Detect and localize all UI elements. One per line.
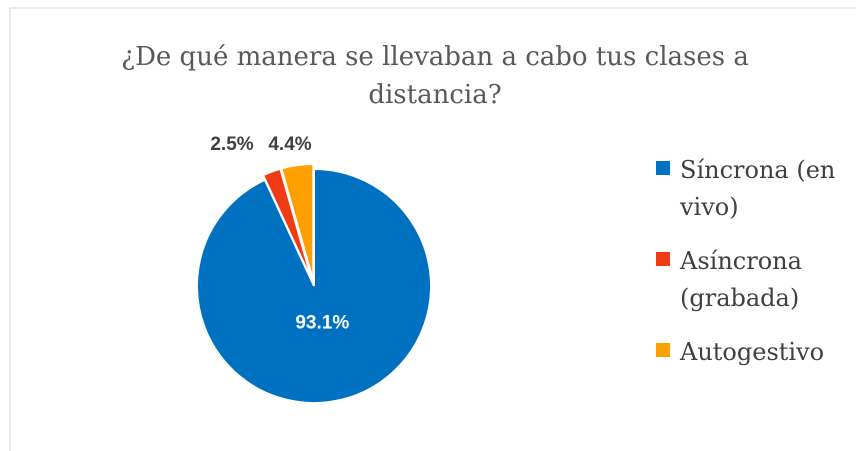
data-label: 2.5% xyxy=(210,134,253,155)
pie-slice xyxy=(261,167,314,282)
legend-swatch xyxy=(656,252,670,266)
legend-label: Autogestivo xyxy=(680,338,825,366)
legend-item: Síncrona (en vivo) xyxy=(656,152,846,226)
legend-swatch xyxy=(656,161,670,175)
pie-slice xyxy=(280,163,315,282)
legend: Síncrona (en vivo) Asíncrona (grabada) Aut… xyxy=(656,152,846,388)
legend-item: Asíncrona (grabada) xyxy=(656,243,846,317)
legend-item: Autogestivo xyxy=(656,334,846,371)
pie-slice xyxy=(196,167,432,404)
legend-swatch xyxy=(656,343,670,357)
legend-label: Asíncrona (grabada) xyxy=(680,247,802,312)
data-label: 93.1% xyxy=(295,313,349,334)
chart-title: ¿De qué manera se llevaban a cabo tus cl… xyxy=(121,42,749,110)
chart-border xyxy=(9,7,856,451)
legend-label: Síncrona (en vivo) xyxy=(680,156,836,221)
data-label: 4.4% xyxy=(268,134,311,155)
